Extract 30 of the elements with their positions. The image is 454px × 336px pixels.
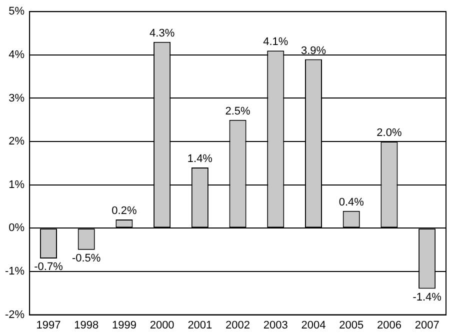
x-tick-label: 2003 [263,319,288,332]
data-label: 4.1% [263,36,288,48]
y-tick-label: 1% [8,178,25,191]
y-tick-label: -1% [5,266,25,278]
x-tick-label: 2006 [376,319,402,332]
x-tick-label: 2005 [339,319,364,332]
data-label: 4.3% [150,27,175,40]
data-label: -0.5% [72,252,101,264]
data-label: 1.4% [187,153,213,166]
y-tick-label: 2% [8,136,25,148]
data-label: -1.4% [412,291,442,304]
y-tick-label: 3% [8,92,25,104]
y-tick-label: 4% [8,48,25,61]
y-tick-label: 0% [8,222,25,234]
y-tick-label: -2% [5,308,25,321]
x-tick-label: 2002 [226,319,250,332]
x-tick-label: 2000 [150,319,174,332]
x-tick-label: 1997 [36,319,61,332]
x-tick-label: 2007 [414,319,440,332]
x-tick-label: 1998 [74,319,99,332]
x-tick-label: 2001 [188,319,212,332]
x-tick-label: 2004 [301,319,326,332]
data-label: 3.9% [300,44,326,57]
data-label: 0.2% [112,205,137,218]
data-label: 2.0% [376,127,402,140]
y-tick-label: 5% [8,6,25,18]
x-tick-label: 1999 [112,319,136,332]
data-label: 0.4% [338,196,364,208]
data-label: 2.5% [225,105,251,118]
data-label: -0.7% [34,261,64,274]
